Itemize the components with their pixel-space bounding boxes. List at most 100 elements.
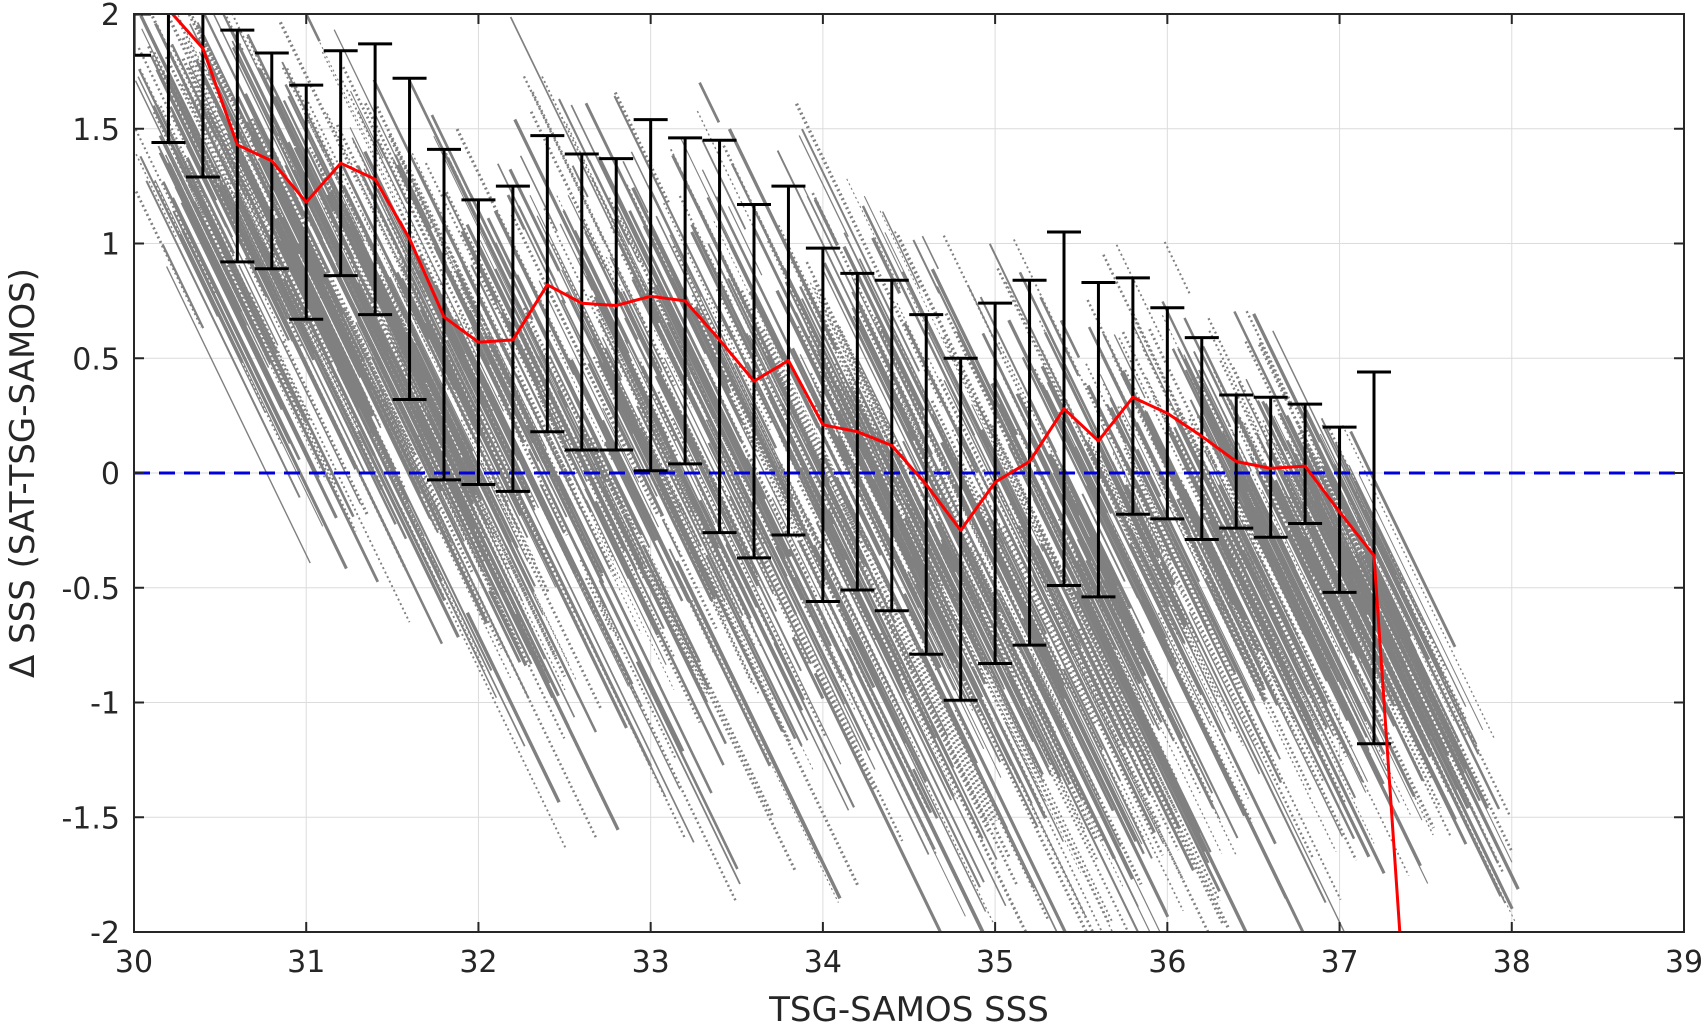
scatter-point — [649, 227, 731, 392]
scatter-point — [1040, 543, 1182, 830]
scatter-point — [1330, 513, 1361, 573]
scatter-point — [680, 137, 798, 379]
scatter-point — [246, 36, 270, 82]
scatter-point — [1054, 508, 1114, 624]
scatter-point — [1301, 506, 1468, 845]
scatter-point — [158, 135, 272, 364]
scatter-point — [1359, 554, 1481, 802]
scatter-point — [172, 210, 267, 402]
scatter-point — [139, 155, 219, 317]
scatter-point — [794, 102, 945, 407]
scatter-point — [903, 517, 987, 685]
scatter-point — [851, 305, 909, 422]
scatter-point — [235, 201, 315, 361]
scatter-point — [1051, 603, 1162, 829]
scatter-point — [248, 316, 380, 583]
y-tick-label: 1.5 — [72, 113, 120, 148]
scatter-point — [1216, 489, 1348, 758]
scatter-point — [705, 554, 797, 740]
scatter-point — [760, 496, 786, 548]
scatter-point — [884, 232, 990, 448]
scatter-point — [690, 302, 775, 475]
scatter-point — [1141, 474, 1278, 753]
scatter-point — [827, 492, 990, 824]
scatter-point — [1061, 567, 1221, 893]
scatter-point — [1062, 668, 1104, 751]
scatter-point — [436, 386, 501, 516]
scatter-point — [492, 404, 537, 492]
scatter-point — [750, 482, 832, 647]
scatter-point — [1027, 706, 1140, 932]
scatter-point — [137, 76, 307, 424]
scatter-point — [267, 167, 305, 241]
scatter-point — [203, 127, 234, 187]
scatter-point — [843, 232, 931, 409]
scatter-point — [940, 542, 957, 573]
scatter-point — [1104, 597, 1201, 794]
scatter-point — [1301, 479, 1344, 562]
scatter-point — [1189, 460, 1302, 691]
scatter-point — [1293, 473, 1390, 667]
scatter-point — [202, 200, 279, 354]
scatter-point — [1371, 600, 1482, 826]
scatter-point — [856, 385, 1004, 687]
scatter-point — [1155, 472, 1313, 793]
scatter-point — [1217, 484, 1364, 783]
scatter-point — [257, 161, 420, 495]
scatter-point — [1111, 525, 1144, 587]
scatter-point — [196, 25, 249, 129]
scatter-point — [444, 193, 540, 386]
scatter-point — [997, 342, 1159, 672]
scatter-point — [814, 384, 918, 595]
scatter-point — [1230, 514, 1367, 793]
scatter-point — [655, 215, 794, 500]
scatter-point — [331, 206, 473, 495]
scatter-point — [1268, 481, 1354, 654]
scatter-point — [1353, 503, 1468, 738]
scatter-point — [842, 548, 901, 665]
scatter-point — [1029, 437, 1092, 562]
scatter-point — [896, 234, 1035, 515]
scatter-point — [988, 243, 1089, 448]
scatter-point — [523, 348, 676, 658]
scatter-point — [657, 391, 828, 739]
scatter-point — [355, 321, 380, 370]
y-tick-label: 0.5 — [72, 342, 120, 377]
scatter-point — [637, 400, 695, 514]
scatter-point — [1084, 442, 1180, 638]
scatter-point — [1074, 446, 1109, 514]
scatter-point — [203, 14, 290, 189]
scatter-point — [164, 154, 270, 368]
scatter-point — [947, 559, 1036, 740]
scatter-point — [1085, 441, 1186, 644]
scatter-point — [529, 195, 685, 513]
scatter-point — [558, 98, 631, 246]
scatter-point — [705, 419, 846, 705]
scatter-point — [222, 14, 244, 52]
scatter-point — [1198, 466, 1222, 513]
scatter-point — [394, 154, 433, 230]
scatter-point — [1033, 516, 1152, 757]
scatter-point — [297, 182, 431, 456]
scatter-point — [813, 544, 981, 888]
scatter-point — [1231, 366, 1368, 644]
scatter-point — [930, 488, 1083, 800]
scatter-point — [903, 321, 979, 474]
scatter-point — [589, 295, 698, 514]
scatter-point — [1349, 430, 1457, 648]
scatter-point — [1100, 353, 1266, 691]
scatter-point — [1032, 654, 1075, 741]
scatter-point — [1284, 495, 1453, 838]
scatter-point — [881, 607, 1018, 886]
scatter-point — [666, 321, 716, 419]
scatter-point — [470, 264, 593, 513]
scatter-point — [762, 507, 877, 742]
scatter-point — [536, 215, 639, 424]
scatter-point — [727, 128, 839, 352]
scatter-point — [470, 326, 491, 365]
scatter-point — [616, 515, 707, 698]
scatter-point — [930, 724, 998, 861]
scatter-point — [566, 367, 613, 461]
scatter-point — [833, 514, 991, 834]
scatter-point — [134, 128, 218, 296]
